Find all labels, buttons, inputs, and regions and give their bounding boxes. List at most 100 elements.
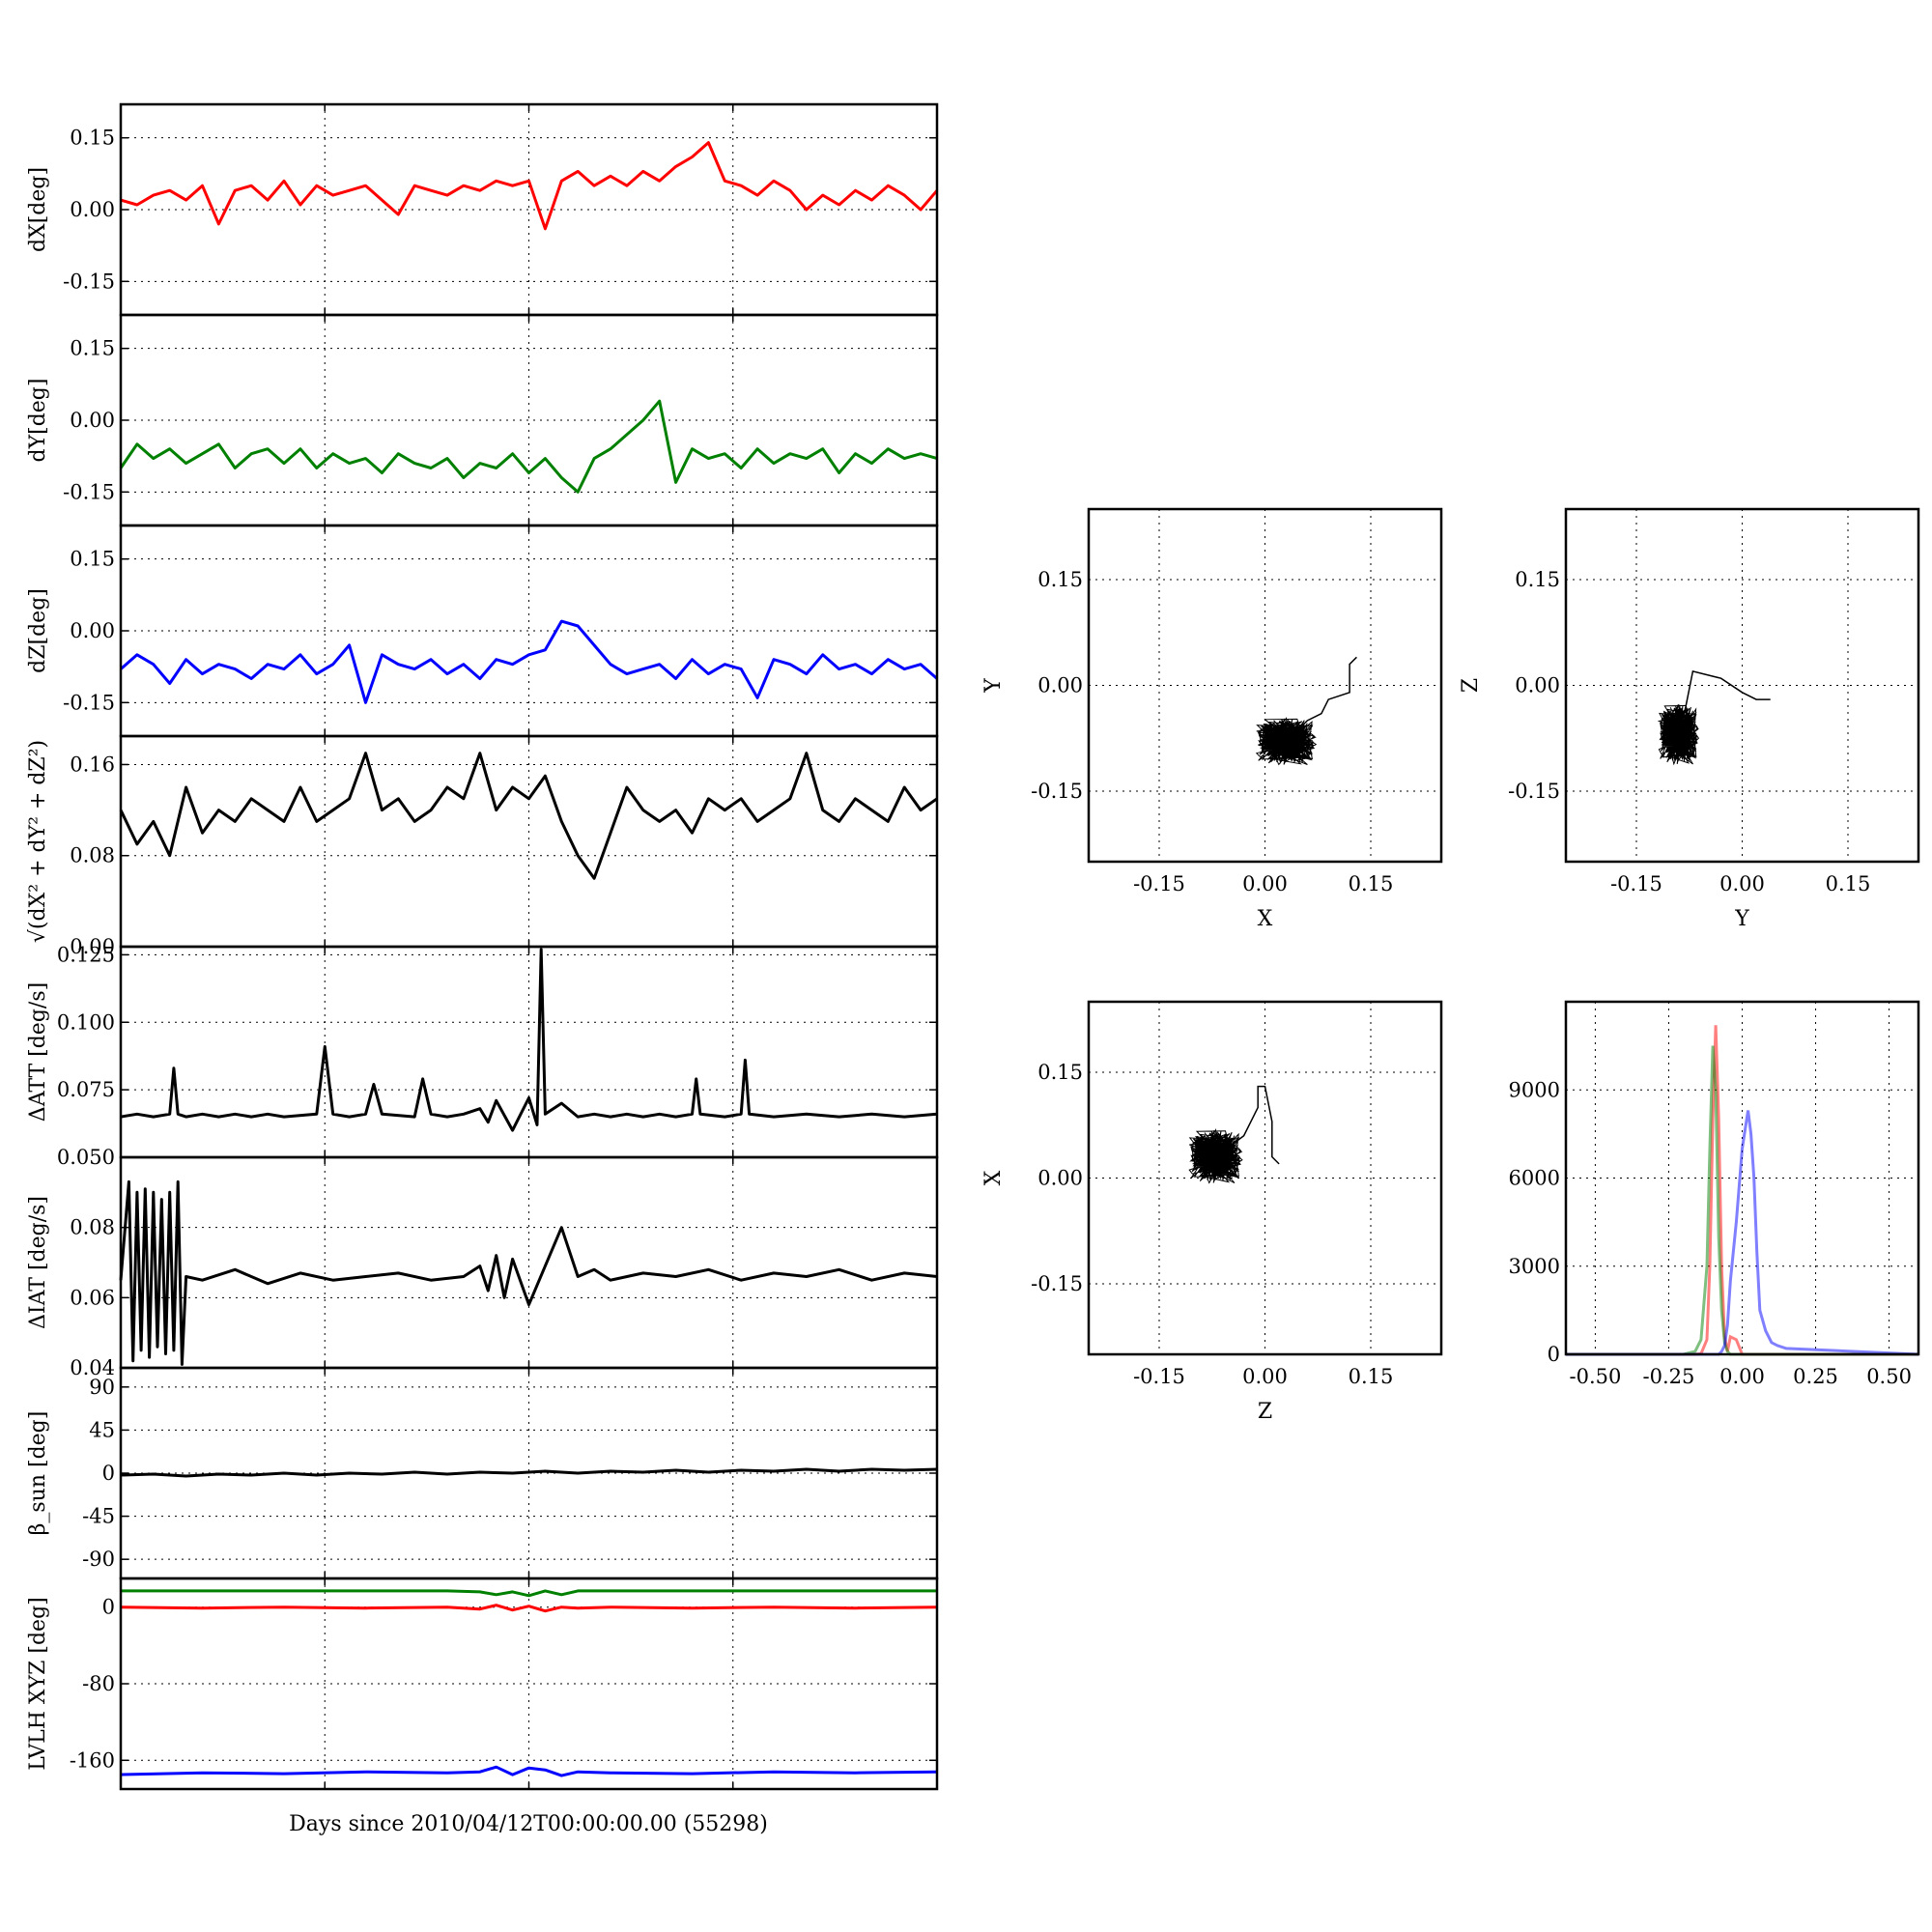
series-line-lvlh-1 [120, 1604, 938, 1613]
panel-dATT: 0.125 0.100 0.075 0.050 ΔATT [deg/s] [26, 943, 939, 1169]
y-axis-label: β_sun [deg] [26, 1411, 50, 1536]
hist-series-Y [1566, 1045, 1918, 1356]
scatter-cluster [1657, 704, 1700, 766]
y-tick-label: 0.100 [57, 1010, 115, 1034]
panel-dZ: 0.15 0.00 -0.15 dZ[deg] [26, 524, 939, 738]
y-tick-label: -0.15 [63, 270, 115, 293]
y-tick-label: -0.15 [1508, 780, 1560, 803]
y-tick-label: 0.08 [70, 844, 115, 867]
x-tick-label: -0.25 [1643, 1365, 1695, 1388]
x-axis-label: X [1258, 907, 1273, 931]
y-axis-label: dZ[deg] [26, 588, 50, 673]
y-tick-label: 0 [102, 1596, 115, 1619]
axes-frame [119, 1577, 939, 1791]
y-tick-label: 0.04 [70, 1356, 115, 1379]
y-tick-label: 0.00 [70, 409, 115, 432]
series-line-dIAT [119, 1179, 938, 1366]
y-tick-label: 3000 [1509, 1255, 1560, 1278]
y-axis-label: dY[deg] [26, 379, 50, 463]
axes-frame [1087, 1000, 1443, 1356]
y-tick-label: 0.00 [1037, 674, 1083, 697]
y-tick-label: 0.06 [70, 1286, 115, 1309]
panel-dX: 0.15 0.00 -0.15 dX[deg] [26, 102, 939, 317]
y-tick-label: 0 [102, 1462, 115, 1485]
series-line-lvlh-0 [121, 1589, 937, 1598]
x-tick-label: 0.15 [1349, 872, 1394, 895]
axes-frame [1087, 507, 1443, 864]
y-tick-label: -0.15 [63, 691, 115, 714]
y-tick-label: -90 [82, 1548, 115, 1571]
y-tick-label: 0.15 [70, 337, 115, 360]
scatter-cluster [1255, 717, 1318, 766]
y-tick-label: 0.15 [1037, 1061, 1083, 1084]
y-axis-label: dX[deg] [26, 167, 50, 252]
y-tick-label: 0.16 [70, 753, 115, 776]
x-tick-label: 0.00 [1242, 872, 1288, 895]
series-line-lvlh-2 [120, 1765, 938, 1777]
y-tick-label: -160 [70, 1748, 115, 1772]
series-line-dATT [120, 948, 938, 1132]
panel-dIAT: 0.08 0.06 0.04 ΔIAT [deg/s] [26, 1155, 939, 1379]
y-tick-label: 0.050 [57, 1146, 115, 1169]
series-line-dZ [120, 619, 938, 704]
series-line-dX [120, 141, 939, 231]
series-line-beta [120, 1467, 938, 1478]
y-tick-label: 0.15 [1037, 568, 1083, 591]
axes-frame [1564, 1000, 1920, 1356]
panel-YZ: -0.15 0.00 0.15 0.15 0.00 -0.15 Y Z [1459, 507, 1920, 931]
panel-lvlh: 0 -80 -160 LVLH XYZ [deg] [26, 1577, 939, 1791]
y-axis-label: ΔATT [deg/s] [26, 982, 50, 1122]
y-axis-label: LVLH XYZ [deg] [26, 1597, 50, 1771]
y-tick-label: 0.15 [70, 548, 115, 571]
y-axis-label: ΔIAT [deg/s] [26, 1196, 50, 1329]
y-axis-label: X [981, 1170, 1006, 1185]
y-tick-label: -0.15 [1031, 1272, 1083, 1295]
y-tick-label: 0.00 [70, 619, 115, 642]
x-tick-label: 0.00 [1719, 1365, 1765, 1388]
axes-frame [1564, 507, 1920, 864]
panel-dR: 0.16 0.08 0.00 √(dX² + dY² + dZ²) [26, 734, 939, 958]
y-tick-label: 0.00 [1037, 1167, 1083, 1190]
y-tick-label: 0.00 [1515, 674, 1560, 697]
x-tick-label: 0.50 [1866, 1365, 1912, 1388]
y-tick-label: 0.15 [70, 127, 115, 150]
panel-ZX: -0.15 0.00 0.15 0.15 0.00 -0.15 Z X [981, 1000, 1443, 1424]
axes-frame [119, 945, 939, 1159]
y-tick-label: 90 [89, 1376, 115, 1399]
y-tick-label: 0.00 [70, 935, 115, 958]
y-tick-label: 0 [1548, 1343, 1560, 1366]
y-tick-label: 45 [89, 1418, 115, 1441]
y-axis-label: √(dX² + dY² + dZ²) [26, 740, 50, 943]
y-tick-label: -45 [82, 1505, 115, 1528]
y-axis-label: Z [1459, 678, 1483, 693]
x-tick-label: -0.15 [1133, 1365, 1185, 1388]
y-tick-label: 6000 [1509, 1167, 1560, 1190]
x-tick-label: -0.50 [1569, 1365, 1621, 1388]
hist-series-X [1566, 1025, 1918, 1356]
x-axis-label: Z [1258, 1400, 1272, 1424]
y-axis-label: Y [981, 678, 1006, 694]
scatter-trail [1214, 1085, 1280, 1165]
y-tick-label: 0.00 [70, 198, 115, 221]
y-tick-label: -80 [82, 1672, 115, 1695]
panel-dY: 0.15 0.00 -0.15 dY[deg] [26, 313, 939, 527]
scatter-trail [1285, 656, 1357, 743]
x-tick-label: 0.00 [1719, 872, 1765, 895]
x-axis-label: Y [1734, 907, 1749, 931]
y-tick-label: 0.08 [70, 1216, 115, 1239]
y-tick-label: 0.075 [57, 1078, 115, 1101]
panel-hist: -0.50 -0.25 0.00 0.25 0.50 9000 6000 3000 0 [1509, 1000, 1920, 1388]
y-tick-label: 0.15 [1515, 568, 1560, 591]
shared-x-axis-label: Days since 2010/04/12T00:00:00.00 (55298… [289, 1812, 768, 1836]
y-tick-label: -0.15 [63, 480, 115, 503]
x-tick-label: 0.15 [1826, 872, 1871, 895]
series-line-dY [119, 399, 938, 494]
plot-root: 0.15 0.00 -0.15 dX[deg] 0.15 0.00 -0.15 dY[deg]… [26, 102, 1920, 1791]
x-tick-label: -0.15 [1133, 872, 1185, 895]
x-tick-label: 0.00 [1242, 1365, 1288, 1388]
panel-XY: -0.15 0.00 0.15 0.15 0.00 -0.15 X Y [981, 507, 1443, 931]
y-tick-label: 0.125 [57, 943, 115, 966]
series-line-dR [119, 752, 938, 880]
x-tick-label: 0.25 [1793, 1365, 1838, 1388]
